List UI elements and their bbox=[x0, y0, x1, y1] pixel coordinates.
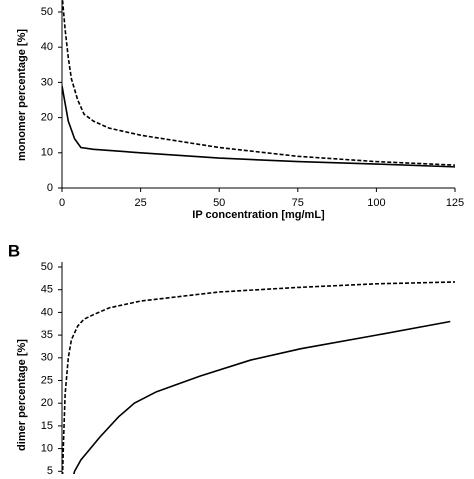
y-tick-label: 30 bbox=[41, 352, 53, 364]
y-tick-label: 45 bbox=[41, 284, 53, 296]
y-tick-label: 30 bbox=[41, 76, 53, 88]
dashed-line bbox=[62, 281, 456, 474]
x-tick-label: 75 bbox=[292, 197, 304, 209]
y-axis-label: monomer percentage [%] bbox=[16, 29, 28, 161]
y-tick-label: 10 bbox=[41, 443, 53, 455]
y-tick-label: 20 bbox=[41, 397, 53, 409]
y-tick-label: 10 bbox=[41, 147, 53, 159]
x-tick-label: 50 bbox=[213, 197, 225, 209]
y-tick-label: 20 bbox=[41, 112, 53, 124]
plot-area bbox=[62, 0, 456, 168]
x-tick-label: 100 bbox=[367, 197, 385, 209]
solid-line bbox=[73, 320, 451, 474]
y-tick-label: 15 bbox=[41, 420, 53, 432]
y-tick-label: 5 bbox=[47, 465, 53, 474]
x-tick-label: 0 bbox=[59, 197, 65, 209]
x-axis-label: IP concentration [mg/mL] bbox=[192, 209, 325, 221]
y-tick-label: 35 bbox=[41, 329, 53, 341]
y-tick-label: 50 bbox=[41, 261, 53, 273]
x-tick-label: 125 bbox=[446, 197, 464, 209]
plot-area bbox=[62, 281, 456, 474]
solid-line bbox=[62, 85, 456, 168]
y-tick-label: 0 bbox=[47, 182, 53, 194]
y-tick-label: 40 bbox=[41, 306, 53, 318]
y-tick-label: 40 bbox=[41, 41, 53, 53]
panel-label: B bbox=[8, 241, 20, 260]
dashed-line bbox=[62, 0, 456, 166]
y-tick-label: 25 bbox=[41, 374, 53, 386]
y-tick-label: 50 bbox=[41, 6, 53, 18]
y-axis-label: dimer percentage [%] bbox=[16, 339, 28, 451]
x-tick-label: 25 bbox=[134, 197, 146, 209]
